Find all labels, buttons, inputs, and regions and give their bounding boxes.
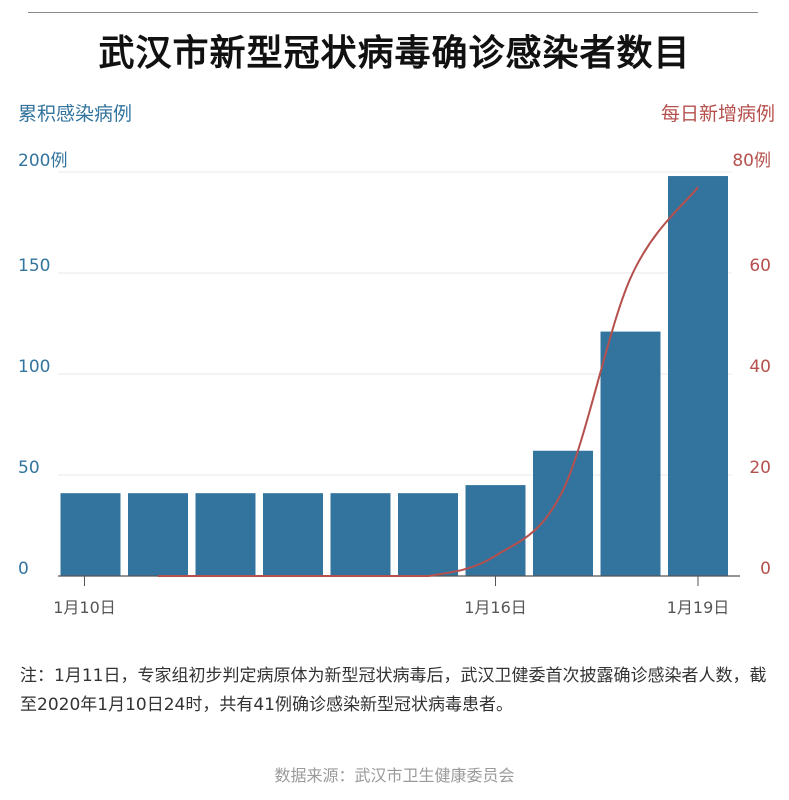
bar [465,485,526,576]
right-axis-title: 每日新增病例 [660,103,775,125]
x-axis-tick-label: 1月16日 [464,598,527,617]
chart-note: 注：1月11日，专家组初步判定病原体为新型冠状病毒后，武汉卫健委首次披露确诊感染… [20,666,767,715]
left-axis-tick-label: 200例 [18,151,67,171]
x-axis-tick-label: 1月19日 [667,598,730,617]
left-axis-tick-label: 0 [18,559,29,579]
bar [60,493,121,576]
bar [398,493,458,576]
bar [668,176,728,577]
x-axis-tick-label: 1月10日 [53,598,116,617]
right-axis-tick-label: 20 [749,458,771,478]
bar [195,493,256,576]
bar [533,450,593,576]
left-axis-tick-label: 100 [18,357,50,377]
right-axis-tick-label: 0 [760,559,771,579]
right-axis-tick-label: 80例 [732,151,771,171]
daily-new-cases-line [158,186,699,578]
chart-svg: 0 50 100 150 200例 0 20 40 60 80例 1月10日 1月16日 1月19日 [18,151,771,617]
bar [128,493,188,576]
right-axis-tick-label: 40 [749,357,771,377]
bar [600,331,661,576]
left-axis-title: 累积感染病例 [18,103,133,125]
left-axis-tick-label: 150 [18,256,50,276]
top-rule [28,12,758,13]
data-source: 数据来源：武汉市卫生健康委员会 [274,766,515,785]
bar [263,493,323,576]
bar [330,493,391,576]
left-axis-tick-label: 50 [18,458,40,478]
chart-title: 武汉市新型冠状病毒确诊感染者数目 [98,33,691,74]
right-axis-tick-label: 60 [749,256,771,276]
